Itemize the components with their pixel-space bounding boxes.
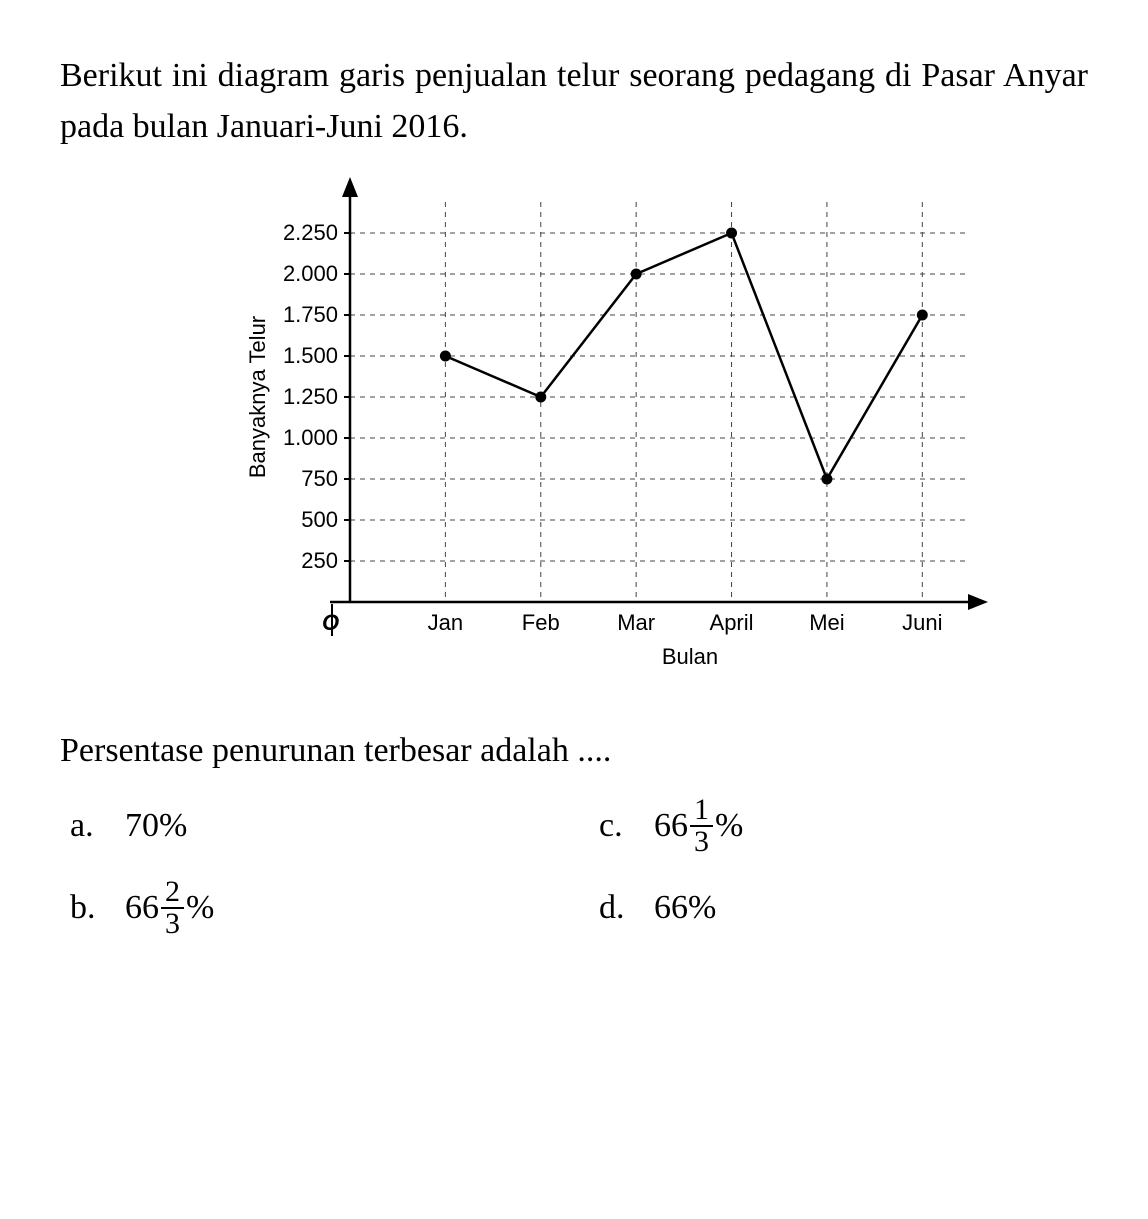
svg-text:Juni: Juni — [902, 610, 942, 635]
option-suffix: % — [688, 889, 716, 927]
option-value: 66 2 3 % — [125, 877, 214, 939]
svg-text:750: 750 — [301, 466, 338, 491]
svg-text:2.250: 2.250 — [283, 220, 338, 245]
question-intro: Berikut ini diagram garis penjualan telu… — [60, 50, 1088, 152]
svg-text:1.500: 1.500 — [283, 343, 338, 368]
svg-text:Mei: Mei — [809, 610, 844, 635]
option-value: 66% — [654, 889, 716, 927]
svg-text:1.250: 1.250 — [283, 384, 338, 409]
fraction-num: 1 — [690, 795, 713, 827]
answer-options: a. 70% c. 66 1 3 % b. 66 2 3 % d. 66 — [60, 795, 1088, 939]
option-value: 66 1 3 % — [654, 795, 743, 857]
svg-text:1.750: 1.750 — [283, 302, 338, 327]
fraction: 2 3 — [161, 877, 184, 939]
option-suffix: % — [186, 889, 214, 927]
option-suffix: % — [159, 807, 187, 845]
svg-text:Feb: Feb — [522, 610, 560, 635]
fraction: 1 3 — [690, 795, 713, 857]
option-d: d. 66% — [599, 877, 1088, 939]
svg-text:April: April — [710, 610, 754, 635]
option-suffix: % — [715, 807, 743, 845]
question-prompt: Persentase penurunan terbesar adalah ...… — [60, 732, 1088, 770]
svg-text:2.000: 2.000 — [283, 261, 338, 286]
fraction-den: 3 — [690, 827, 713, 857]
option-letter: c. — [599, 807, 634, 845]
option-int: 70 — [125, 807, 159, 845]
svg-text:Mar: Mar — [617, 610, 655, 635]
fraction-num: 2 — [161, 877, 184, 909]
svg-text:Bulan: Bulan — [662, 644, 718, 669]
svg-text:Banyaknya Telur: Banyaknya Telur — [245, 316, 270, 478]
svg-text:1.000: 1.000 — [283, 425, 338, 450]
svg-text:Jan: Jan — [428, 610, 463, 635]
svg-text:O: O — [322, 610, 339, 635]
chart-svg: 250 500 750 1.000 1.250 1.500 1.750 2.000 2.250 O… — [240, 172, 990, 692]
option-value: 70% — [125, 807, 187, 845]
option-letter: a. — [70, 807, 105, 845]
option-letter: b. — [70, 889, 105, 927]
line-chart: 250 500 750 1.000 1.250 1.500 1.750 2.000 2.250 O… — [240, 172, 990, 692]
svg-text:500: 500 — [301, 507, 338, 532]
option-int: 66 — [654, 807, 688, 845]
svg-text:250: 250 — [301, 548, 338, 573]
option-int: 66 — [125, 889, 159, 927]
option-b: b. 66 2 3 % — [70, 877, 559, 939]
option-a: a. 70% — [70, 795, 559, 857]
fraction-den: 3 — [161, 909, 184, 939]
option-int: 66 — [654, 889, 688, 927]
option-letter: d. — [599, 889, 634, 927]
option-c: c. 66 1 3 % — [599, 795, 1088, 857]
